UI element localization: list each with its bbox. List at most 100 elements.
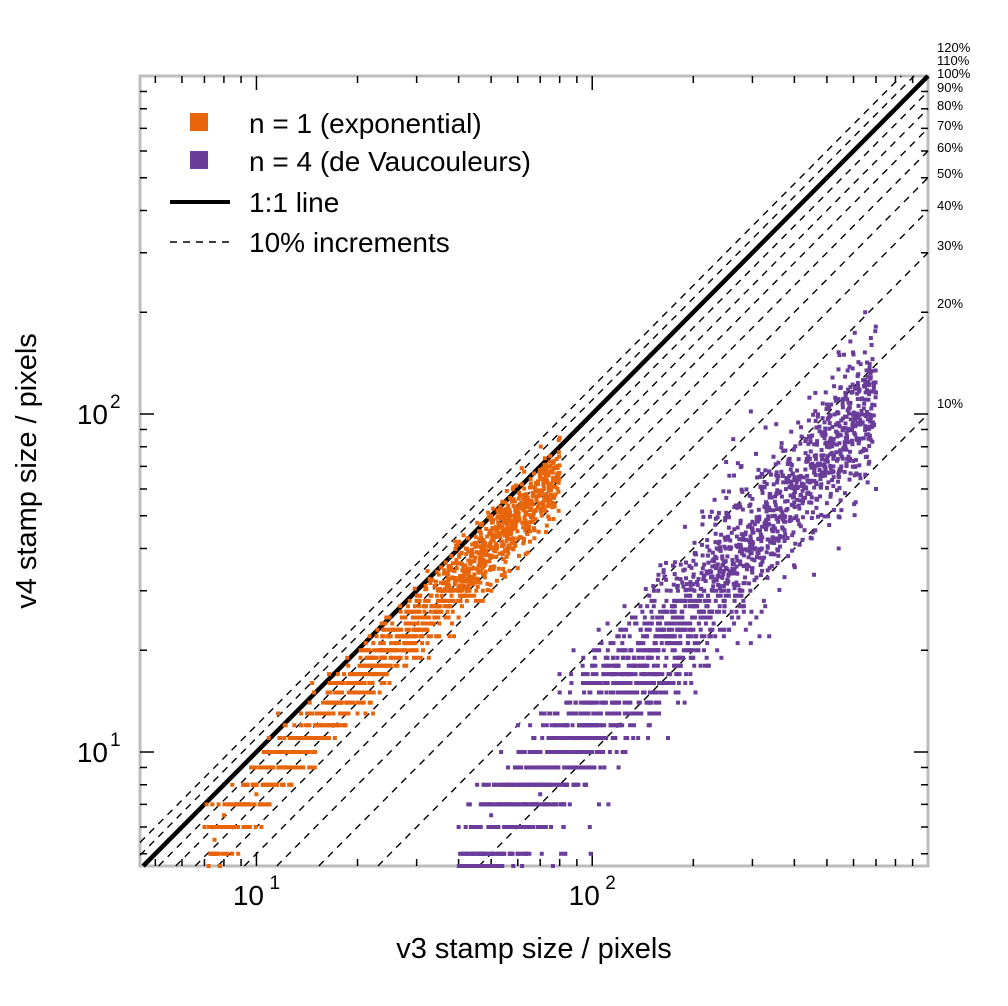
exponential-point [355, 690, 360, 695]
exponential-point [556, 480, 561, 485]
exponential-point [296, 736, 301, 741]
de-vaucouleurs-point [758, 528, 763, 533]
de-vaucouleurs-point [691, 558, 696, 563]
de-vaucouleurs-point [558, 802, 563, 807]
exponential-point [453, 539, 458, 544]
de-vaucouleurs-point [675, 627, 680, 632]
de-vaucouleurs-point [750, 570, 755, 575]
exponential-point [243, 802, 248, 807]
de-vaucouleurs-point [588, 723, 593, 728]
exponential-point [528, 529, 533, 534]
de-vaucouleurs-point [656, 621, 661, 626]
de-vaucouleurs-point [705, 538, 710, 543]
de-vaucouleurs-point [649, 598, 654, 603]
de-vaucouleurs-point [806, 454, 811, 459]
de-vaucouleurs-point [701, 575, 706, 580]
exponential-point [412, 586, 417, 591]
de-vaucouleurs-point [872, 422, 877, 427]
de-vaucouleurs-point [846, 440, 851, 445]
de-vaucouleurs-point [568, 750, 573, 755]
de-vaucouleurs-point [599, 690, 604, 695]
exponential-point [517, 490, 522, 495]
exponential-point [393, 655, 398, 660]
legend-marker-de-vaucouleurs [190, 151, 208, 169]
exponential-point [485, 534, 490, 539]
de-vaucouleurs-point [659, 581, 664, 586]
de-vaucouleurs-point [767, 505, 772, 510]
exponential-point [480, 540, 485, 545]
de-vaucouleurs-point [788, 493, 793, 498]
de-vaucouleurs-point [611, 655, 616, 660]
de-vaucouleurs-point [857, 439, 862, 444]
de-vaucouleurs-point [821, 453, 826, 458]
de-vaucouleurs-point [867, 443, 872, 448]
exponential-point [494, 545, 499, 550]
de-vaucouleurs-point [696, 621, 701, 626]
de-vaucouleurs-point [858, 450, 863, 455]
exponential-point [489, 513, 494, 518]
de-vaucouleurs-point [531, 750, 536, 755]
de-vaucouleurs-point [654, 648, 659, 653]
de-vaucouleurs-point [643, 587, 648, 592]
de-vaucouleurs-point [852, 431, 857, 436]
exponential-point [236, 824, 241, 829]
de-vaucouleurs-point [623, 648, 628, 653]
exponential-point [241, 802, 246, 807]
de-vaucouleurs-point [788, 515, 793, 520]
exponential-point [496, 520, 501, 525]
exponential-point [375, 627, 380, 632]
de-vaucouleurs-point [595, 700, 600, 705]
de-vaucouleurs-point [786, 554, 791, 559]
exponential-point [437, 621, 442, 626]
de-vaucouleurs-point [457, 864, 462, 868]
de-vaucouleurs-point [587, 824, 592, 829]
de-vaucouleurs-point [655, 577, 660, 582]
exponential-point [542, 492, 547, 497]
de-vaucouleurs-point [802, 528, 807, 533]
exponential-point [332, 700, 337, 705]
y-axis-label: v4 stamp size / pixels [11, 333, 43, 609]
de-vaucouleurs-point [809, 465, 814, 470]
de-vaucouleurs-point [858, 362, 863, 367]
de-vaucouleurs-point [721, 584, 726, 589]
de-vaucouleurs-point [559, 750, 564, 755]
de-vaucouleurs-point [573, 700, 578, 705]
exponential-point [449, 621, 454, 626]
de-vaucouleurs-point [587, 736, 592, 741]
exponential-point [490, 520, 495, 525]
exponential-point [396, 641, 401, 646]
exponential-point [527, 485, 532, 490]
de-vaucouleurs-point [552, 782, 557, 787]
de-vaucouleurs-point [813, 390, 818, 395]
exponential-point [542, 456, 547, 461]
exponential-point [300, 750, 305, 755]
exponential-point [448, 598, 453, 603]
de-vaucouleurs-point [493, 864, 498, 868]
de-vaucouleurs-point [859, 408, 864, 413]
de-vaucouleurs-point [664, 655, 669, 660]
de-vaucouleurs-point [798, 425, 803, 430]
de-vaucouleurs-point [752, 522, 757, 527]
de-vaucouleurs-point [764, 523, 769, 528]
de-vaucouleurs-point [860, 449, 865, 454]
de-vaucouleurs-point [681, 584, 686, 589]
de-vaucouleurs-point [739, 464, 744, 469]
reference-line-label: 50% [937, 166, 963, 181]
exponential-point [428, 634, 433, 639]
de-vaucouleurs-point [628, 723, 633, 728]
de-vaucouleurs-point [629, 711, 634, 716]
de-vaucouleurs-point [764, 482, 769, 487]
exponential-point [466, 569, 471, 574]
de-vaucouleurs-point [779, 494, 784, 499]
de-vaucouleurs-point [670, 634, 675, 639]
de-vaucouleurs-point [688, 648, 693, 653]
exponential-point [407, 627, 412, 632]
exponential-point [547, 517, 552, 522]
exponential-point [509, 518, 514, 523]
de-vaucouleurs-point [722, 544, 727, 549]
de-vaucouleurs-point [556, 765, 561, 770]
de-vaucouleurs-point [533, 765, 538, 770]
de-vaucouleurs-point [710, 627, 715, 632]
exponential-point [282, 750, 287, 755]
de-vaucouleurs-point [699, 593, 704, 598]
